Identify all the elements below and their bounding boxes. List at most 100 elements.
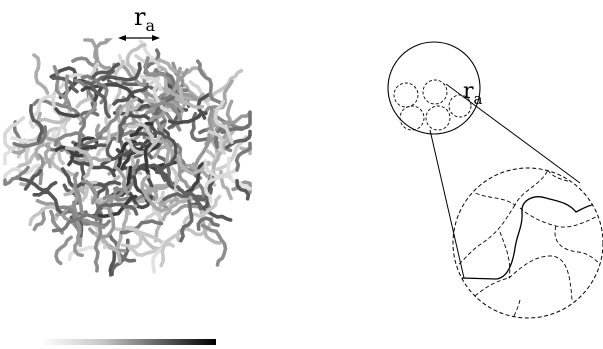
polymer-strand <box>115 204 139 250</box>
polymer-strand <box>28 94 56 130</box>
polymer-strand <box>54 107 81 119</box>
polymer-strand <box>234 141 252 172</box>
polymer-strand <box>129 121 154 138</box>
radius-arrow <box>118 35 160 41</box>
polymer-strand <box>32 190 64 215</box>
zoom-connector-lines <box>429 83 581 279</box>
polymer-strand <box>196 216 220 231</box>
polymer-strand <box>226 156 252 191</box>
polymer-strand <box>129 94 172 112</box>
polymer-strand <box>203 165 240 204</box>
polymer-strand <box>152 78 174 113</box>
schematic-zoom-circle <box>452 167 603 319</box>
polymer-strand <box>43 142 52 169</box>
polymer-strand <box>161 194 194 222</box>
polymer-strand <box>120 142 161 170</box>
polymer-strand <box>140 174 168 213</box>
polymer-strand <box>118 219 164 235</box>
polymer-strand <box>125 42 148 79</box>
polymer-strand <box>179 199 194 243</box>
polymer-strand <box>54 145 85 158</box>
polymer-strand <box>147 163 167 182</box>
polymer-strand <box>108 249 117 277</box>
polymer-strand <box>151 100 183 125</box>
polymer-strand <box>60 167 108 189</box>
polymer-strand <box>54 190 79 217</box>
polymer-strand <box>50 212 103 233</box>
blob-radius-label: ra <box>463 79 483 108</box>
polymer-strand <box>64 146 94 180</box>
polymer-strand <box>127 122 155 143</box>
polymer-strand <box>148 186 167 207</box>
polymer-strand <box>93 227 103 274</box>
polymer-strand <box>195 58 224 106</box>
polymer-strand <box>225 129 252 150</box>
polymer-strand <box>213 99 234 144</box>
polymer-strand <box>95 104 123 138</box>
polymer-strand <box>143 201 175 224</box>
polymer-strand <box>100 193 117 239</box>
polymer-strand <box>15 175 58 193</box>
polymer-strand <box>32 53 50 95</box>
polymer-strand <box>3 163 41 178</box>
polymer-strand <box>235 179 251 202</box>
polymer-strand <box>73 220 85 258</box>
polymer-strand <box>3 165 30 188</box>
polymer-strand <box>80 180 98 203</box>
polymer-strand <box>143 55 172 85</box>
polymer-strand <box>113 111 157 138</box>
polymer-strand <box>203 159 233 179</box>
polymer-strand <box>62 74 70 107</box>
polymer-strand <box>185 161 206 194</box>
polymer-strand <box>211 134 249 172</box>
polymer-strand <box>32 207 46 232</box>
polymer-strand <box>113 165 129 195</box>
polymer-strand <box>140 74 163 92</box>
polymer-strand <box>23 168 43 191</box>
polymer-strand <box>169 165 193 203</box>
polymer-strand <box>162 191 203 211</box>
polymer-strand <box>84 80 111 119</box>
polymer-strand <box>3 115 26 151</box>
polymer-strand <box>67 234 105 262</box>
polymer-strand <box>167 111 208 125</box>
polymer-strand <box>119 226 143 249</box>
polymer-strand <box>176 153 211 176</box>
polymer-strand <box>200 223 228 268</box>
polymer-strand <box>170 203 202 216</box>
schematic-small-circle <box>387 41 481 135</box>
polymer-strand <box>179 85 205 110</box>
polymer-strand <box>11 125 48 149</box>
polymer-strand <box>142 67 164 102</box>
polymer-strand <box>100 62 142 82</box>
polymer-strand <box>171 66 182 95</box>
polymer-strand <box>143 142 152 174</box>
polymer-strand <box>112 59 125 104</box>
colorbar <box>40 339 216 345</box>
polymer-strand <box>118 115 128 144</box>
polymer-strand <box>52 64 73 117</box>
polymer-strand <box>176 185 210 202</box>
polymer-strand <box>207 129 226 155</box>
polymer-strand <box>182 194 222 226</box>
polymer-strand <box>72 200 107 230</box>
polymer-strand <box>54 235 73 266</box>
polymer-globule <box>3 38 252 277</box>
polymer-strand <box>15 151 37 171</box>
polymer-strand <box>28 104 44 143</box>
polymer-strand <box>91 62 120 79</box>
radius-label: ra <box>134 3 155 35</box>
polymer-strand <box>72 160 116 178</box>
polymer-strand <box>94 202 139 222</box>
polymer-strand <box>93 38 114 70</box>
polymer-strand <box>159 221 192 268</box>
polymer-strand <box>32 153 45 186</box>
polymer-strand <box>91 194 138 219</box>
polymer-strand <box>204 108 214 146</box>
polymer-strand <box>160 128 178 171</box>
polymer-strand <box>72 171 87 217</box>
polymer-strand <box>79 179 98 205</box>
polymer-strand <box>220 110 252 134</box>
polymer-strand <box>142 128 171 168</box>
